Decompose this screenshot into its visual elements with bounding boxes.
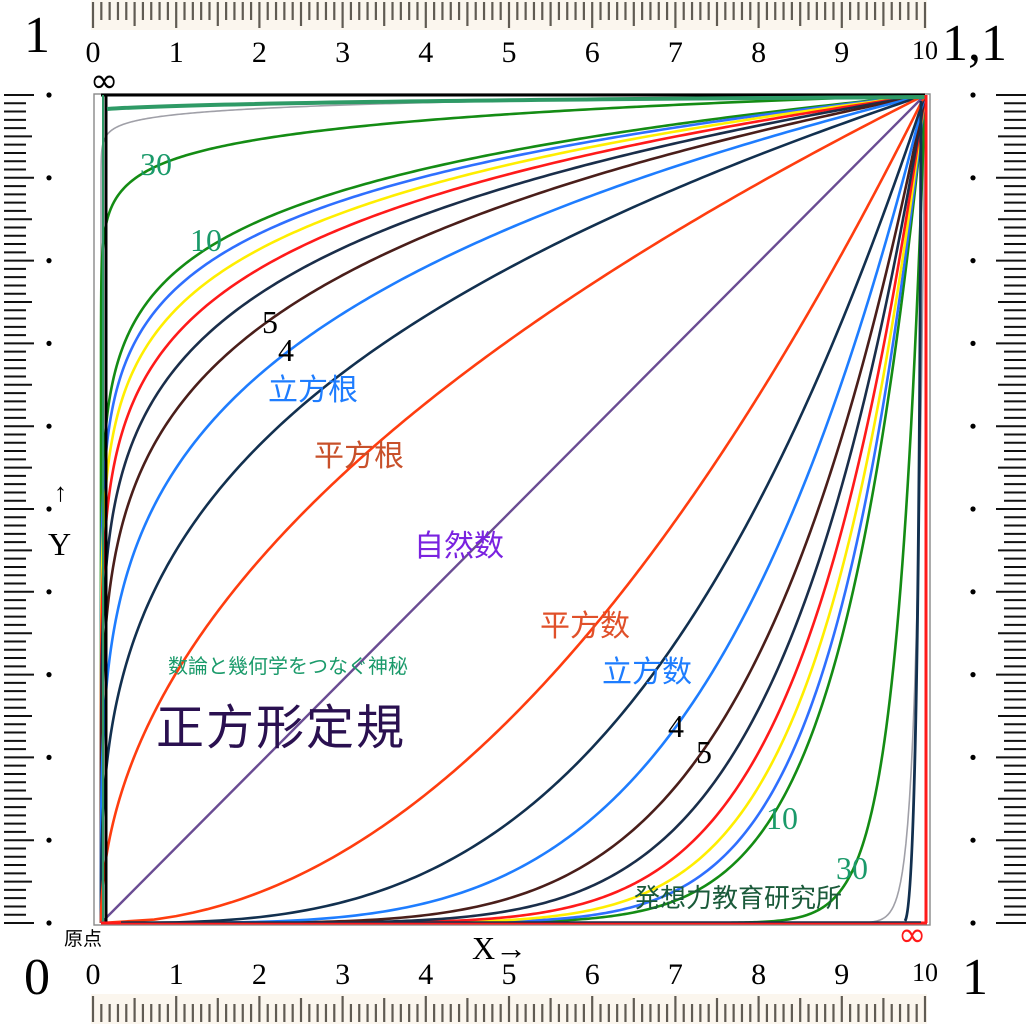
corner-top-right: 1,1 [942, 15, 1007, 72]
scale-number: 10 [912, 36, 938, 65]
scale-number: 0 [85, 36, 101, 69]
scale-number: 7 [667, 958, 683, 991]
label-cube: 立方数 [602, 655, 692, 690]
label-square-root: 平方根 [314, 439, 404, 474]
scale-number: 9 [834, 36, 850, 69]
scale-number: 2 [251, 958, 267, 991]
label-cube-root: 立方根 [268, 373, 358, 408]
label-square: 平方数 [540, 609, 630, 644]
label-n10-upper: 10 [190, 222, 222, 258]
corner-bottom-right: 1 [962, 949, 988, 1006]
institute-label: 発想力教育研究所 [634, 884, 843, 914]
label-n10-lower: 10 [766, 800, 798, 836]
scale-number: 6 [584, 958, 600, 991]
y-axis-label: Y [48, 526, 72, 562]
label-n4-lower: 4 [668, 708, 684, 744]
scale-number: 1 [168, 36, 184, 69]
corner-bottom-left: 0 [24, 949, 50, 1006]
scale-number: 6 [584, 36, 600, 69]
x-axis-label: X→ [472, 930, 528, 966]
corner-top-left: 1 [24, 7, 50, 64]
scale-number: 0 [85, 958, 101, 991]
scale-number: 10 [912, 958, 938, 987]
label-n4-upper: 4 [278, 332, 294, 368]
label-natural: 自然数 [414, 529, 504, 564]
scale-number: 3 [335, 36, 351, 69]
origin-label: 原点 [64, 928, 103, 950]
scale-number: 8 [751, 36, 767, 69]
label-n30-upper: 30 [140, 146, 172, 182]
scale-number: 5 [501, 36, 517, 69]
infinity-bottom-icon: ∞ [898, 915, 927, 955]
scale-number: 8 [751, 958, 767, 991]
subtitle: 数論と幾何学をつなぐ神秘 [168, 654, 408, 678]
y-arrow-icon: ↑ [54, 478, 67, 507]
scale-number: 2 [251, 36, 267, 69]
label-n5-lower: 5 [696, 734, 712, 770]
label-n30-lower: 30 [836, 850, 868, 886]
scale-number: 5 [501, 958, 517, 991]
label-n5-upper: 5 [262, 304, 278, 340]
scale-number: 3 [335, 958, 351, 991]
scale-number: 9 [834, 958, 850, 991]
scale-number: 7 [667, 36, 683, 69]
scale-number: 4 [418, 958, 434, 991]
scale-number: 1 [168, 958, 184, 991]
infinity-top-icon: ∞ [90, 61, 119, 101]
page-title: 正方形定規 [156, 700, 407, 756]
scale-number: 4 [418, 36, 434, 69]
